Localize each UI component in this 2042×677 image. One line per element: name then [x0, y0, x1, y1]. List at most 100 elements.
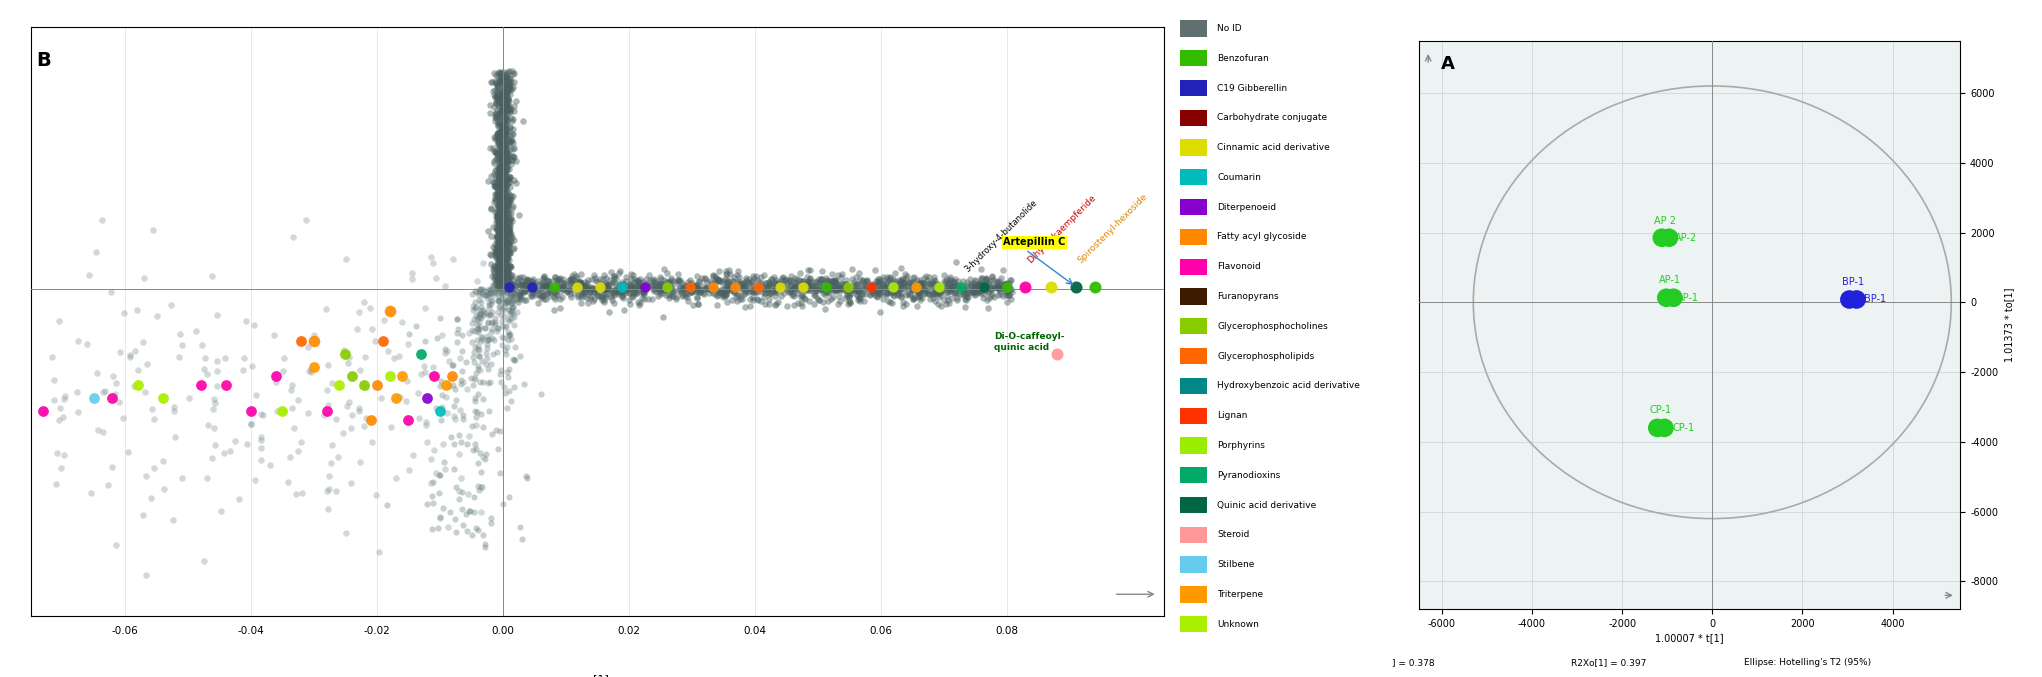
Point	[484, 145, 517, 156]
Point	[492, 278, 525, 289]
Point	[521, 297, 553, 308]
Point	[486, 280, 519, 291]
Point	[488, 129, 521, 140]
Point	[525, 289, 557, 300]
Point	[966, 264, 999, 275]
Point	[421, 273, 453, 284]
Point	[490, 144, 523, 154]
Point	[964, 287, 996, 298]
Point	[629, 281, 662, 292]
Point	[490, 227, 523, 238]
Point	[492, 303, 525, 314]
Point	[921, 279, 954, 290]
Point	[496, 283, 529, 294]
Point	[466, 284, 498, 295]
Point	[682, 275, 715, 286]
Point	[492, 219, 525, 230]
Point	[492, 239, 525, 250]
Point	[490, 157, 523, 168]
Point	[490, 209, 523, 220]
Point	[496, 114, 529, 125]
Point	[480, 188, 513, 198]
Point	[464, 294, 496, 305]
Point	[484, 104, 517, 115]
Point	[486, 175, 519, 185]
Point	[972, 294, 1005, 305]
Point	[847, 284, 880, 295]
Point	[510, 276, 543, 287]
Point	[490, 104, 523, 115]
Point	[482, 227, 515, 238]
Point	[459, 301, 492, 312]
Point	[488, 148, 521, 158]
Point	[496, 200, 529, 211]
Point	[484, 263, 517, 274]
Point	[484, 195, 517, 206]
Point	[970, 281, 1003, 292]
Point	[490, 99, 523, 110]
Point	[484, 260, 517, 271]
Point	[864, 285, 896, 296]
Point	[727, 278, 760, 289]
Point	[492, 334, 525, 345]
Point	[486, 280, 519, 291]
Point	[490, 265, 523, 276]
Point	[443, 353, 476, 364]
Point	[680, 279, 713, 290]
Point	[486, 278, 519, 289]
Point	[490, 259, 523, 269]
Point	[486, 246, 519, 257]
Point	[913, 289, 945, 300]
Point	[486, 100, 519, 110]
Point	[676, 299, 709, 310]
Point	[590, 279, 623, 290]
Point	[843, 285, 876, 296]
Point	[461, 324, 494, 335]
Point	[564, 277, 596, 288]
Point	[480, 263, 513, 274]
Point	[486, 159, 519, 170]
Point	[537, 276, 570, 286]
Point	[837, 276, 870, 287]
Point	[941, 294, 974, 305]
Point	[484, 240, 517, 250]
Text: R2Xo[1] = 0.397: R2Xo[1] = 0.397	[1570, 657, 1646, 667]
Point	[733, 278, 766, 289]
Point	[298, 336, 331, 347]
Point	[519, 280, 551, 291]
Point	[259, 371, 292, 382]
Point	[61, 387, 94, 397]
Point	[488, 244, 521, 255]
Point	[486, 236, 519, 246]
Point	[488, 240, 521, 251]
Point	[478, 335, 510, 346]
Point	[794, 273, 827, 284]
Point	[874, 297, 907, 307]
Point	[539, 294, 572, 305]
Point	[590, 282, 623, 293]
Point	[484, 271, 517, 282]
Point	[486, 273, 519, 284]
Point	[841, 286, 874, 297]
Point	[557, 288, 590, 299]
Point	[711, 284, 743, 295]
Point	[704, 287, 737, 298]
Text: C19 Gibberellin: C19 Gibberellin	[1217, 83, 1286, 93]
Point	[823, 282, 856, 293]
Point	[461, 364, 494, 374]
Point	[494, 190, 527, 201]
Text: Carbohydrate conjugate: Carbohydrate conjugate	[1217, 113, 1327, 123]
Point	[392, 414, 425, 425]
Point	[947, 285, 980, 296]
Point	[809, 280, 841, 291]
Point	[480, 148, 513, 158]
Point	[960, 284, 992, 295]
Point	[811, 282, 843, 293]
Point	[482, 202, 515, 213]
Point	[766, 272, 798, 283]
Point	[611, 272, 643, 283]
Point	[843, 292, 876, 303]
Point	[488, 83, 521, 94]
Point	[486, 172, 519, 183]
Point	[939, 274, 972, 284]
